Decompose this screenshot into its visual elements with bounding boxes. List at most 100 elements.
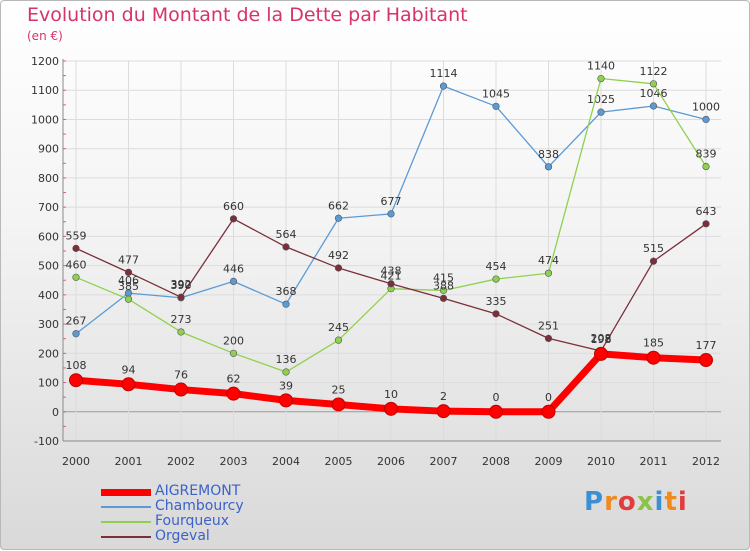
data-label: 660 [223, 200, 244, 213]
data-point [177, 293, 185, 301]
data-point [334, 214, 343, 222]
data-point [282, 368, 290, 376]
data-label: 177 [696, 339, 717, 352]
data-label: 392 [171, 278, 192, 291]
data-point [702, 162, 710, 171]
data-label: 492 [328, 249, 349, 262]
logo-letter: t [664, 487, 678, 517]
data-label: 1025 [587, 93, 615, 106]
data-label: 838 [538, 148, 559, 161]
data-point [544, 334, 553, 343]
data-label: 662 [328, 199, 349, 212]
data-label: 76 [174, 369, 188, 382]
data-label: 62 [227, 373, 241, 386]
data-point [649, 80, 658, 88]
x-tick-label: 2007 [430, 455, 458, 468]
data-label: 94 [122, 363, 136, 376]
data-label: 438 [381, 265, 402, 278]
data-point [594, 346, 608, 361]
y-tick-label: 700 [38, 201, 59, 214]
x-tick-label: 2011 [640, 455, 668, 468]
data-label: 839 [696, 148, 717, 161]
data-label: 208 [591, 332, 612, 345]
data-point [489, 404, 503, 419]
data-point [702, 220, 710, 228]
data-label: 1045 [482, 87, 510, 100]
data-label: 415 [433, 271, 454, 284]
data-point [279, 393, 293, 408]
data-label: 0 [493, 391, 500, 404]
data-label: 446 [223, 262, 244, 275]
y-tick-label: 300 [38, 318, 59, 331]
y-tick-label: 500 [38, 260, 59, 273]
data-label: 477 [118, 253, 139, 266]
data-point [699, 353, 713, 368]
data-point [544, 163, 553, 171]
legend-label: Chambourcy [155, 498, 244, 514]
chart-title: Evolution du Montant de la Dette par Hab… [27, 4, 468, 26]
y-tick-label: 1100 [31, 84, 59, 97]
data-label: 559 [66, 229, 87, 242]
data-point [544, 269, 553, 277]
y-tick-label: 1000 [31, 113, 59, 126]
legend-label: AIGREMONT [155, 483, 241, 499]
y-tick-label: 0 [52, 406, 59, 419]
data-label: 1140 [587, 60, 615, 73]
legend-swatch [101, 506, 151, 508]
data-point [492, 310, 500, 318]
data-point [646, 350, 661, 365]
x-tick-label: 2009 [535, 455, 563, 468]
data-point [174, 382, 188, 397]
data-point [229, 349, 238, 357]
data-point [177, 328, 185, 336]
legend-label: Fourqueux [155, 513, 230, 529]
x-tick-label: 2005 [325, 455, 353, 468]
data-label: 251 [538, 319, 559, 332]
data-label: 1114 [430, 67, 458, 80]
data-label: 677 [381, 195, 402, 208]
data-point [439, 82, 448, 90]
data-label: 2 [440, 390, 447, 403]
data-point [649, 257, 658, 265]
data-label: 1000 [692, 100, 720, 113]
data-point [597, 74, 605, 83]
data-point [282, 300, 290, 308]
y-tick-label: 600 [38, 230, 59, 243]
logo-letter: i [677, 487, 688, 517]
legend-label: Orgeval [155, 528, 210, 544]
data-point [541, 404, 556, 419]
data-point [72, 244, 80, 252]
x-tick-label: 2002 [167, 455, 195, 468]
data-point [334, 336, 343, 344]
logo-letter: o [617, 487, 637, 517]
x-tick-label: 2003 [220, 455, 248, 468]
data-label: 108 [66, 359, 87, 372]
data-point [72, 330, 80, 338]
x-tick-label: 2000 [62, 455, 90, 468]
data-label: 643 [696, 205, 717, 218]
data-label: 1046 [640, 87, 668, 100]
data-point [282, 243, 290, 251]
data-label: 245 [328, 321, 349, 334]
data-label: 385 [118, 280, 139, 293]
data-point [702, 115, 710, 124]
proxiti-logo: Proxiti [584, 487, 688, 517]
x-tick-label: 2012 [692, 455, 720, 468]
data-point [121, 377, 136, 392]
data-label: 368 [276, 285, 297, 298]
logo-letter: P [584, 487, 605, 517]
x-tick-label: 2010 [587, 455, 615, 468]
data-label: 460 [66, 258, 87, 271]
data-point [229, 215, 238, 223]
data-label: 474 [538, 254, 559, 267]
legend-swatch [101, 536, 151, 538]
y-tick-label: 1200 [31, 55, 59, 68]
legend-swatch [101, 521, 151, 523]
data-label: 267 [66, 315, 87, 328]
data-label: 273 [171, 313, 192, 326]
logo-letter: r [604, 487, 618, 517]
data-point [384, 401, 398, 416]
data-label: 185 [643, 337, 664, 350]
